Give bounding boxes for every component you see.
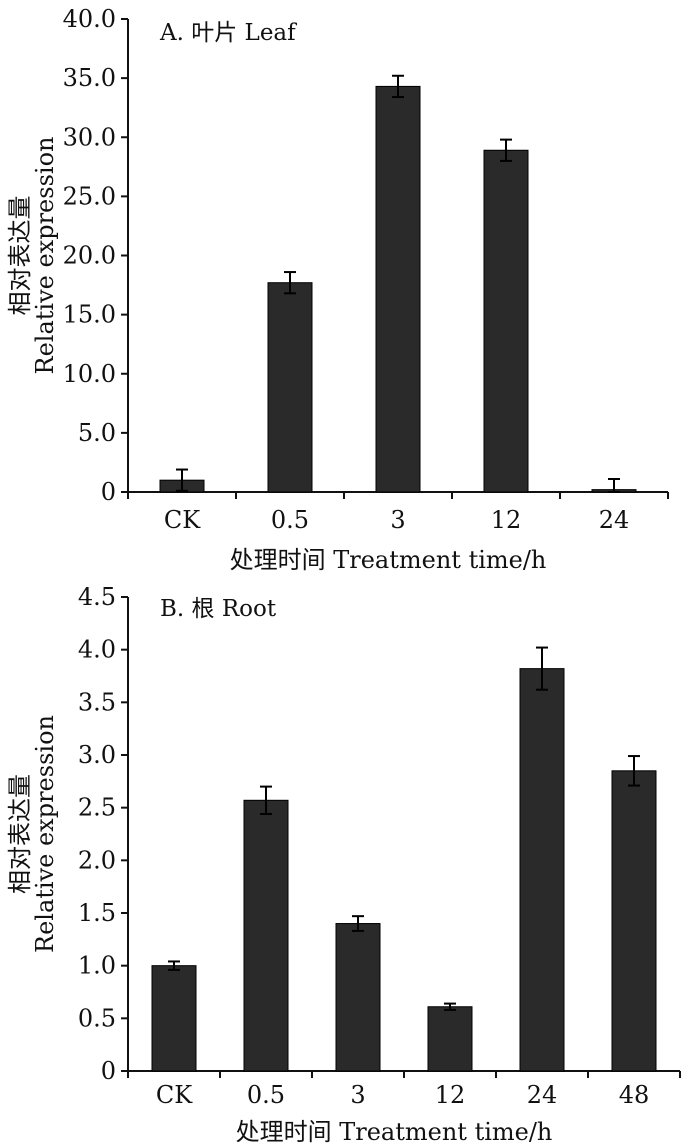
y-tick-label: 35.0 bbox=[63, 64, 116, 92]
x-tick-label: 12 bbox=[491, 506, 522, 534]
bar-CK bbox=[151, 965, 197, 1072]
y-tick-label: 5.0 bbox=[78, 419, 116, 447]
x-tick-label: CK bbox=[164, 506, 201, 534]
y-axis-title-en: Relative expression bbox=[31, 715, 59, 953]
y-tick-label: 4.5 bbox=[78, 583, 116, 611]
x-tick-label: 24 bbox=[599, 506, 630, 534]
y-tick-label: 10.0 bbox=[63, 360, 116, 388]
x-tick-label: 3 bbox=[350, 1081, 365, 1109]
chart-panel-root: 0 0.5 1.0 1.5 2.0 2.5 3.0 3.5 4.0 4.5 CK 0.5 3 12 24 48… bbox=[6, 583, 681, 1145]
y-axis-title-cn: 相对表达量 bbox=[6, 196, 34, 316]
y-tick-label: 40.0 bbox=[63, 5, 116, 33]
x-tick-label: 48 bbox=[619, 1081, 650, 1109]
y-tick-label: 0 bbox=[101, 478, 116, 506]
y-axis-title-cn: 相对表达量 bbox=[6, 774, 34, 894]
y-tick-label: 0.5 bbox=[78, 1004, 116, 1032]
x-tick-label: CK bbox=[156, 1081, 193, 1109]
x-tick-label: 12 bbox=[435, 1081, 466, 1109]
bar-24 bbox=[519, 668, 565, 1072]
y-axis-title-en: Relative expression bbox=[31, 137, 59, 375]
x-tick-label: 24 bbox=[527, 1081, 558, 1109]
y-tick-label: 2.5 bbox=[78, 794, 116, 822]
panel-title: B. 根 Root bbox=[160, 596, 277, 622]
y-tick-label: 0 bbox=[101, 1057, 116, 1085]
y-tick-label: 3.5 bbox=[78, 688, 116, 716]
bar-12 bbox=[427, 1006, 473, 1072]
y-tick-label: 4.0 bbox=[78, 636, 116, 664]
panel-title: A. 叶片 Leaf bbox=[159, 20, 297, 46]
bar-0.5 bbox=[267, 282, 313, 493]
y-tick-label: 30.0 bbox=[63, 123, 116, 151]
bar-0.5 bbox=[243, 799, 289, 1072]
chart-panel-leaf: 0 5.0 10.0 15.0 20.0 25.0 30.0 35.0 40.0 CK 0.5 3 12… bbox=[6, 5, 669, 574]
y-tick-label: 15.0 bbox=[63, 301, 116, 329]
y-tick-label: 25.0 bbox=[63, 182, 116, 210]
x-axis-title: 处理时间 Treatment time/h bbox=[236, 1118, 553, 1145]
y-tick-label: 3.0 bbox=[78, 741, 116, 769]
y-tick-label: 1.0 bbox=[78, 952, 116, 980]
bar-48 bbox=[611, 770, 657, 1072]
x-tick-label: 0.5 bbox=[271, 506, 309, 534]
bar-3 bbox=[375, 85, 421, 493]
y-tick-label: 20.0 bbox=[63, 242, 116, 270]
x-axis-title: 处理时间 Treatment time/h bbox=[230, 546, 547, 574]
bar-3 bbox=[335, 923, 381, 1072]
y-tick-label: 1.5 bbox=[78, 899, 116, 927]
x-tick-label: 3 bbox=[390, 506, 405, 534]
bar-12 bbox=[483, 149, 529, 493]
x-tick-label: 0.5 bbox=[247, 1081, 285, 1109]
y-tick-label: 2.0 bbox=[78, 846, 116, 874]
